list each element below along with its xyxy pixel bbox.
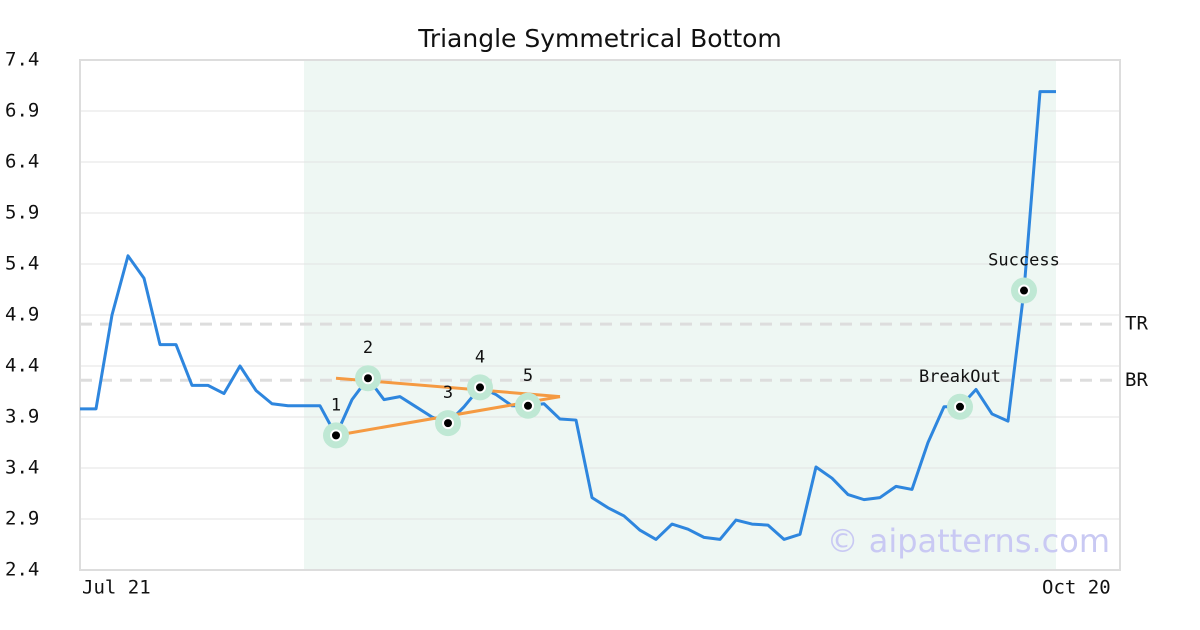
- chart-title: Triangle Symmetrical Bottom: [417, 24, 782, 53]
- point-dot: [442, 417, 454, 430]
- point-dot: [954, 400, 966, 413]
- y-tick-label: 6.4: [5, 151, 39, 173]
- point-dot: [362, 372, 374, 385]
- y-tick-label: 4.9: [5, 304, 39, 326]
- x-tick-label: Oct 20: [1042, 577, 1111, 599]
- level-label: BR: [1125, 369, 1148, 391]
- price-line: [80, 90, 1056, 541]
- plot-border: [79, 59, 1121, 571]
- y-tick-label: 3.4: [5, 457, 39, 479]
- point-label: BreakOut: [919, 367, 1001, 387]
- y-tick-label: 4.4: [5, 355, 39, 377]
- y-tick-label: 6.9: [5, 100, 39, 122]
- y-tick-label: 2.4: [5, 559, 39, 581]
- point-dot: [474, 381, 486, 394]
- point-dot: [522, 399, 534, 412]
- y-tick-label: 2.9: [5, 508, 39, 530]
- watermark: © aipatterns.com: [827, 522, 1110, 560]
- point-dot: [330, 429, 342, 442]
- point-label: 2: [363, 338, 373, 358]
- point-label: 3: [443, 383, 453, 403]
- y-tick-label: 7.4: [5, 49, 39, 71]
- y-tick-label: 5.9: [5, 202, 39, 224]
- level-label: TR: [1125, 313, 1148, 335]
- x-tick-label: Jul 21: [82, 577, 151, 599]
- point-label: 1: [331, 395, 341, 415]
- point-dot: [1018, 284, 1030, 297]
- point-label: 5: [523, 366, 533, 386]
- y-tick-label: 3.9: [5, 406, 39, 428]
- point-label: Success: [988, 251, 1060, 271]
- y-tick-label: 5.4: [5, 253, 39, 275]
- point-label: 4: [475, 347, 485, 367]
